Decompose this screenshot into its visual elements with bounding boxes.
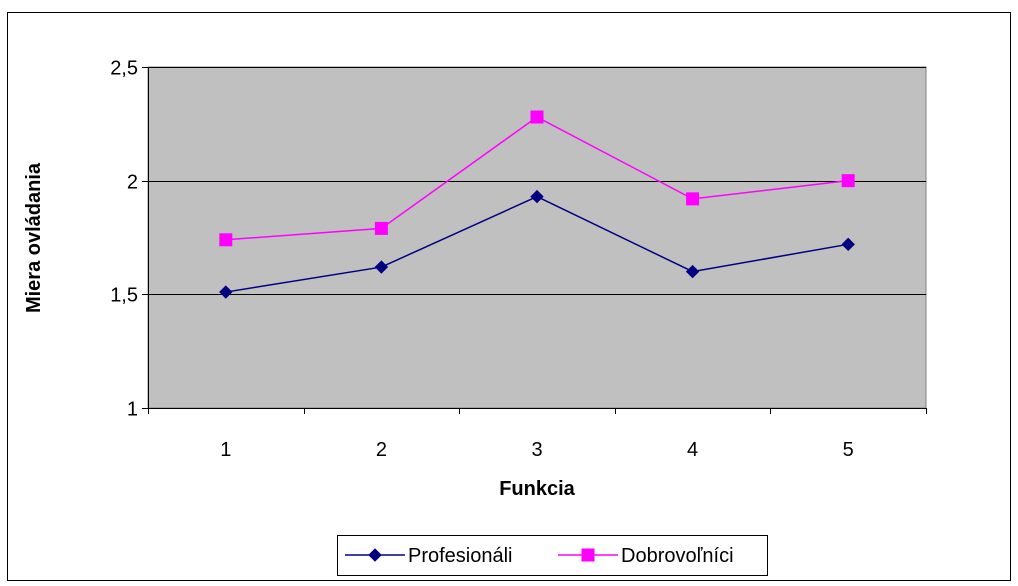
series-2-point — [841, 174, 855, 188]
series-2-point — [374, 221, 388, 235]
legend-box — [337, 535, 768, 576]
y-tick-label: 1,5 — [110, 285, 138, 307]
legend: Profesionáli Dobrovoľníci — [337, 535, 768, 576]
legend-marker-2 — [581, 548, 595, 562]
x-tick-label: 1 — [220, 439, 231, 461]
axes: 1 1,5 2 2,5 1 2 3 4 5 — [110, 58, 927, 461]
x-tick-label: 5 — [843, 439, 854, 461]
x-tick-label: 4 — [687, 439, 698, 461]
series-2-point — [219, 233, 233, 247]
series-1-point — [530, 189, 544, 204]
series-1-point — [374, 260, 389, 274]
series-2-point — [686, 192, 700, 206]
y-axis-title: Miera ovládania — [23, 162, 45, 313]
x-tick-label: 2 — [376, 439, 387, 461]
gridlines — [148, 67, 926, 295]
series-1-point — [841, 237, 855, 252]
series-1-point — [219, 285, 233, 299]
y-tick-label: 2,5 — [110, 58, 138, 80]
legend-label-1: Profesionáli — [408, 545, 513, 567]
legend-marker-1 — [368, 548, 382, 562]
series — [219, 110, 855, 299]
series-1-point — [685, 264, 700, 279]
legend-label-2: Dobrovoľníci — [621, 545, 734, 567]
x-tick-label: 3 — [531, 439, 542, 461]
y-tick-label: 1 — [127, 399, 138, 421]
x-axis-title: Funkcia — [499, 478, 575, 500]
y-tick-label: 2 — [127, 172, 138, 194]
plot-area — [147, 66, 927, 409]
series-2-point — [530, 110, 544, 124]
